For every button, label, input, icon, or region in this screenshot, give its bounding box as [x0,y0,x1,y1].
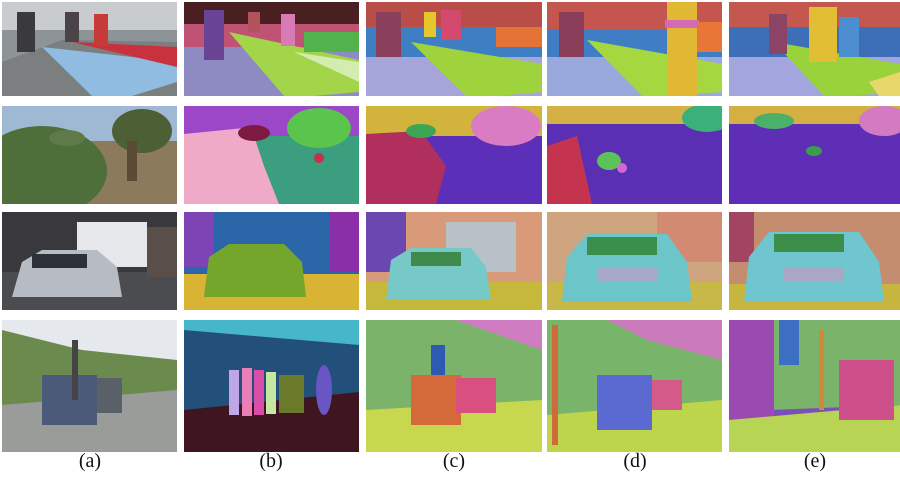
image-ground-truth [184,320,359,452]
image-input [2,212,177,310]
image-ground-truth [184,2,359,96]
caption: (c) [443,450,465,472]
image-input [0,106,177,216]
image-ground-truth [184,212,359,310]
image-method-e [729,106,900,204]
image-method-d [547,320,722,452]
image-method-c [366,212,542,310]
image-method-d [547,2,722,96]
image-input [2,320,177,452]
image-method-e [729,2,900,96]
image-method-d [547,104,732,204]
caption: (b) [259,450,282,472]
caption: (d) [623,450,646,472]
image-method-e [729,320,900,452]
image-method-c [366,320,542,452]
page: (a) (b) (c) (d) (e) (() => { const data … [0,0,900,489]
image-method-e [729,212,900,310]
image-method-c [366,2,542,96]
image-method-c [366,106,542,204]
image-ground-truth [184,106,359,204]
figure: (a) (b) (c) (d) (e) [0,0,900,489]
image-input [2,2,177,96]
caption: (a) [79,450,101,472]
image-method-d [547,212,722,310]
caption: (e) [804,450,826,472]
